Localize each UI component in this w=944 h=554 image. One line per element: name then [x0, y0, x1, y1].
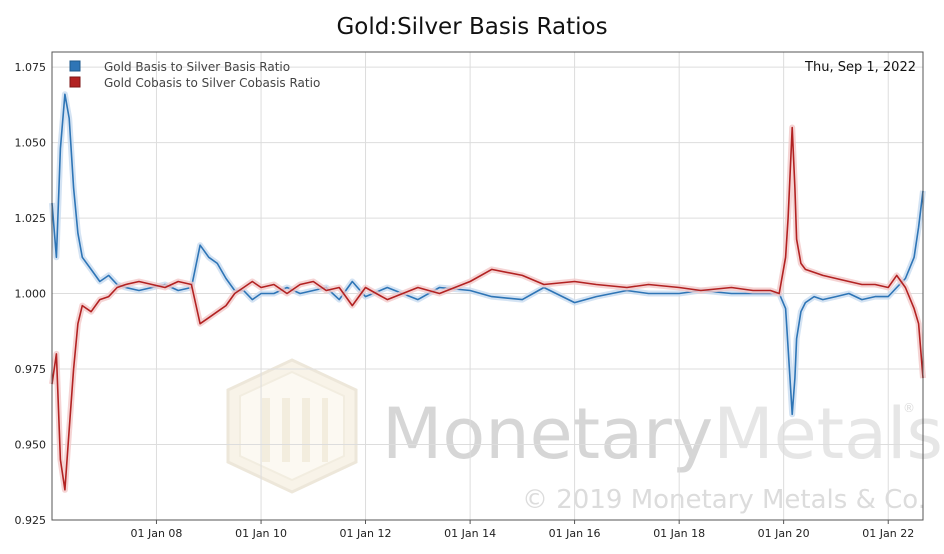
watermark-brand: MonetaryMetals — [382, 393, 943, 475]
watermark-registered: ® — [903, 401, 915, 415]
y-tick-label: 1.050 — [15, 137, 47, 150]
y-tick-label: 0.925 — [15, 514, 47, 527]
y-tick-label: 1.075 — [15, 61, 47, 74]
x-tick-label: 01 Jan 08 — [130, 527, 182, 540]
legend-label-gold-cobasis: Gold Cobasis to Silver Cobasis Ratio — [104, 76, 320, 90]
chart-title: Gold:Silver Basis Ratios — [336, 14, 608, 40]
x-tick-label: 01 Jan 10 — [235, 527, 287, 540]
legend-swatch-gold-basis — [69, 60, 81, 72]
x-tick-label: 01 Jan 12 — [340, 527, 392, 540]
legend: Gold Basis to Silver Basis Ratio Gold Co… — [69, 60, 320, 90]
plot-frame — [51, 51, 924, 521]
watermark-copyright: © 2019 Monetary Metals & Co. — [522, 485, 926, 515]
legend-label-gold-basis: Gold Basis to Silver Basis Ratio — [104, 60, 290, 74]
y-tick-label: 1.000 — [15, 288, 47, 301]
legend-swatch-gold-cobasis — [69, 76, 81, 88]
x-tick-label: 01 Jan 22 — [862, 527, 914, 540]
series-layer — [49, 91, 926, 493]
x-tick-label: 01 Jan 20 — [758, 527, 810, 540]
x-tick-label: 01 Jan 18 — [653, 527, 705, 540]
date-label: Thu, Sep 1, 2022 — [804, 60, 916, 75]
y-tick-label: 0.950 — [15, 439, 47, 452]
y-axis: 0.925 0.950 0.975 1.000 1.025 1.050 1.075 — [15, 61, 47, 527]
monetary-metals-logo-icon — [226, 358, 358, 494]
grid — [52, 52, 923, 521]
y-tick-label: 1.025 — [15, 212, 47, 225]
x-tick-label: 01 Jan 16 — [549, 527, 601, 540]
y-tick-label: 0.975 — [15, 363, 47, 376]
x-axis: 01 Jan 08 01 Jan 10 01 Jan 12 01 Jan 14 01 J… — [130, 520, 914, 540]
series-line-1 — [51, 126, 924, 491]
x-tick-label: 01 Jan 14 — [444, 527, 496, 540]
